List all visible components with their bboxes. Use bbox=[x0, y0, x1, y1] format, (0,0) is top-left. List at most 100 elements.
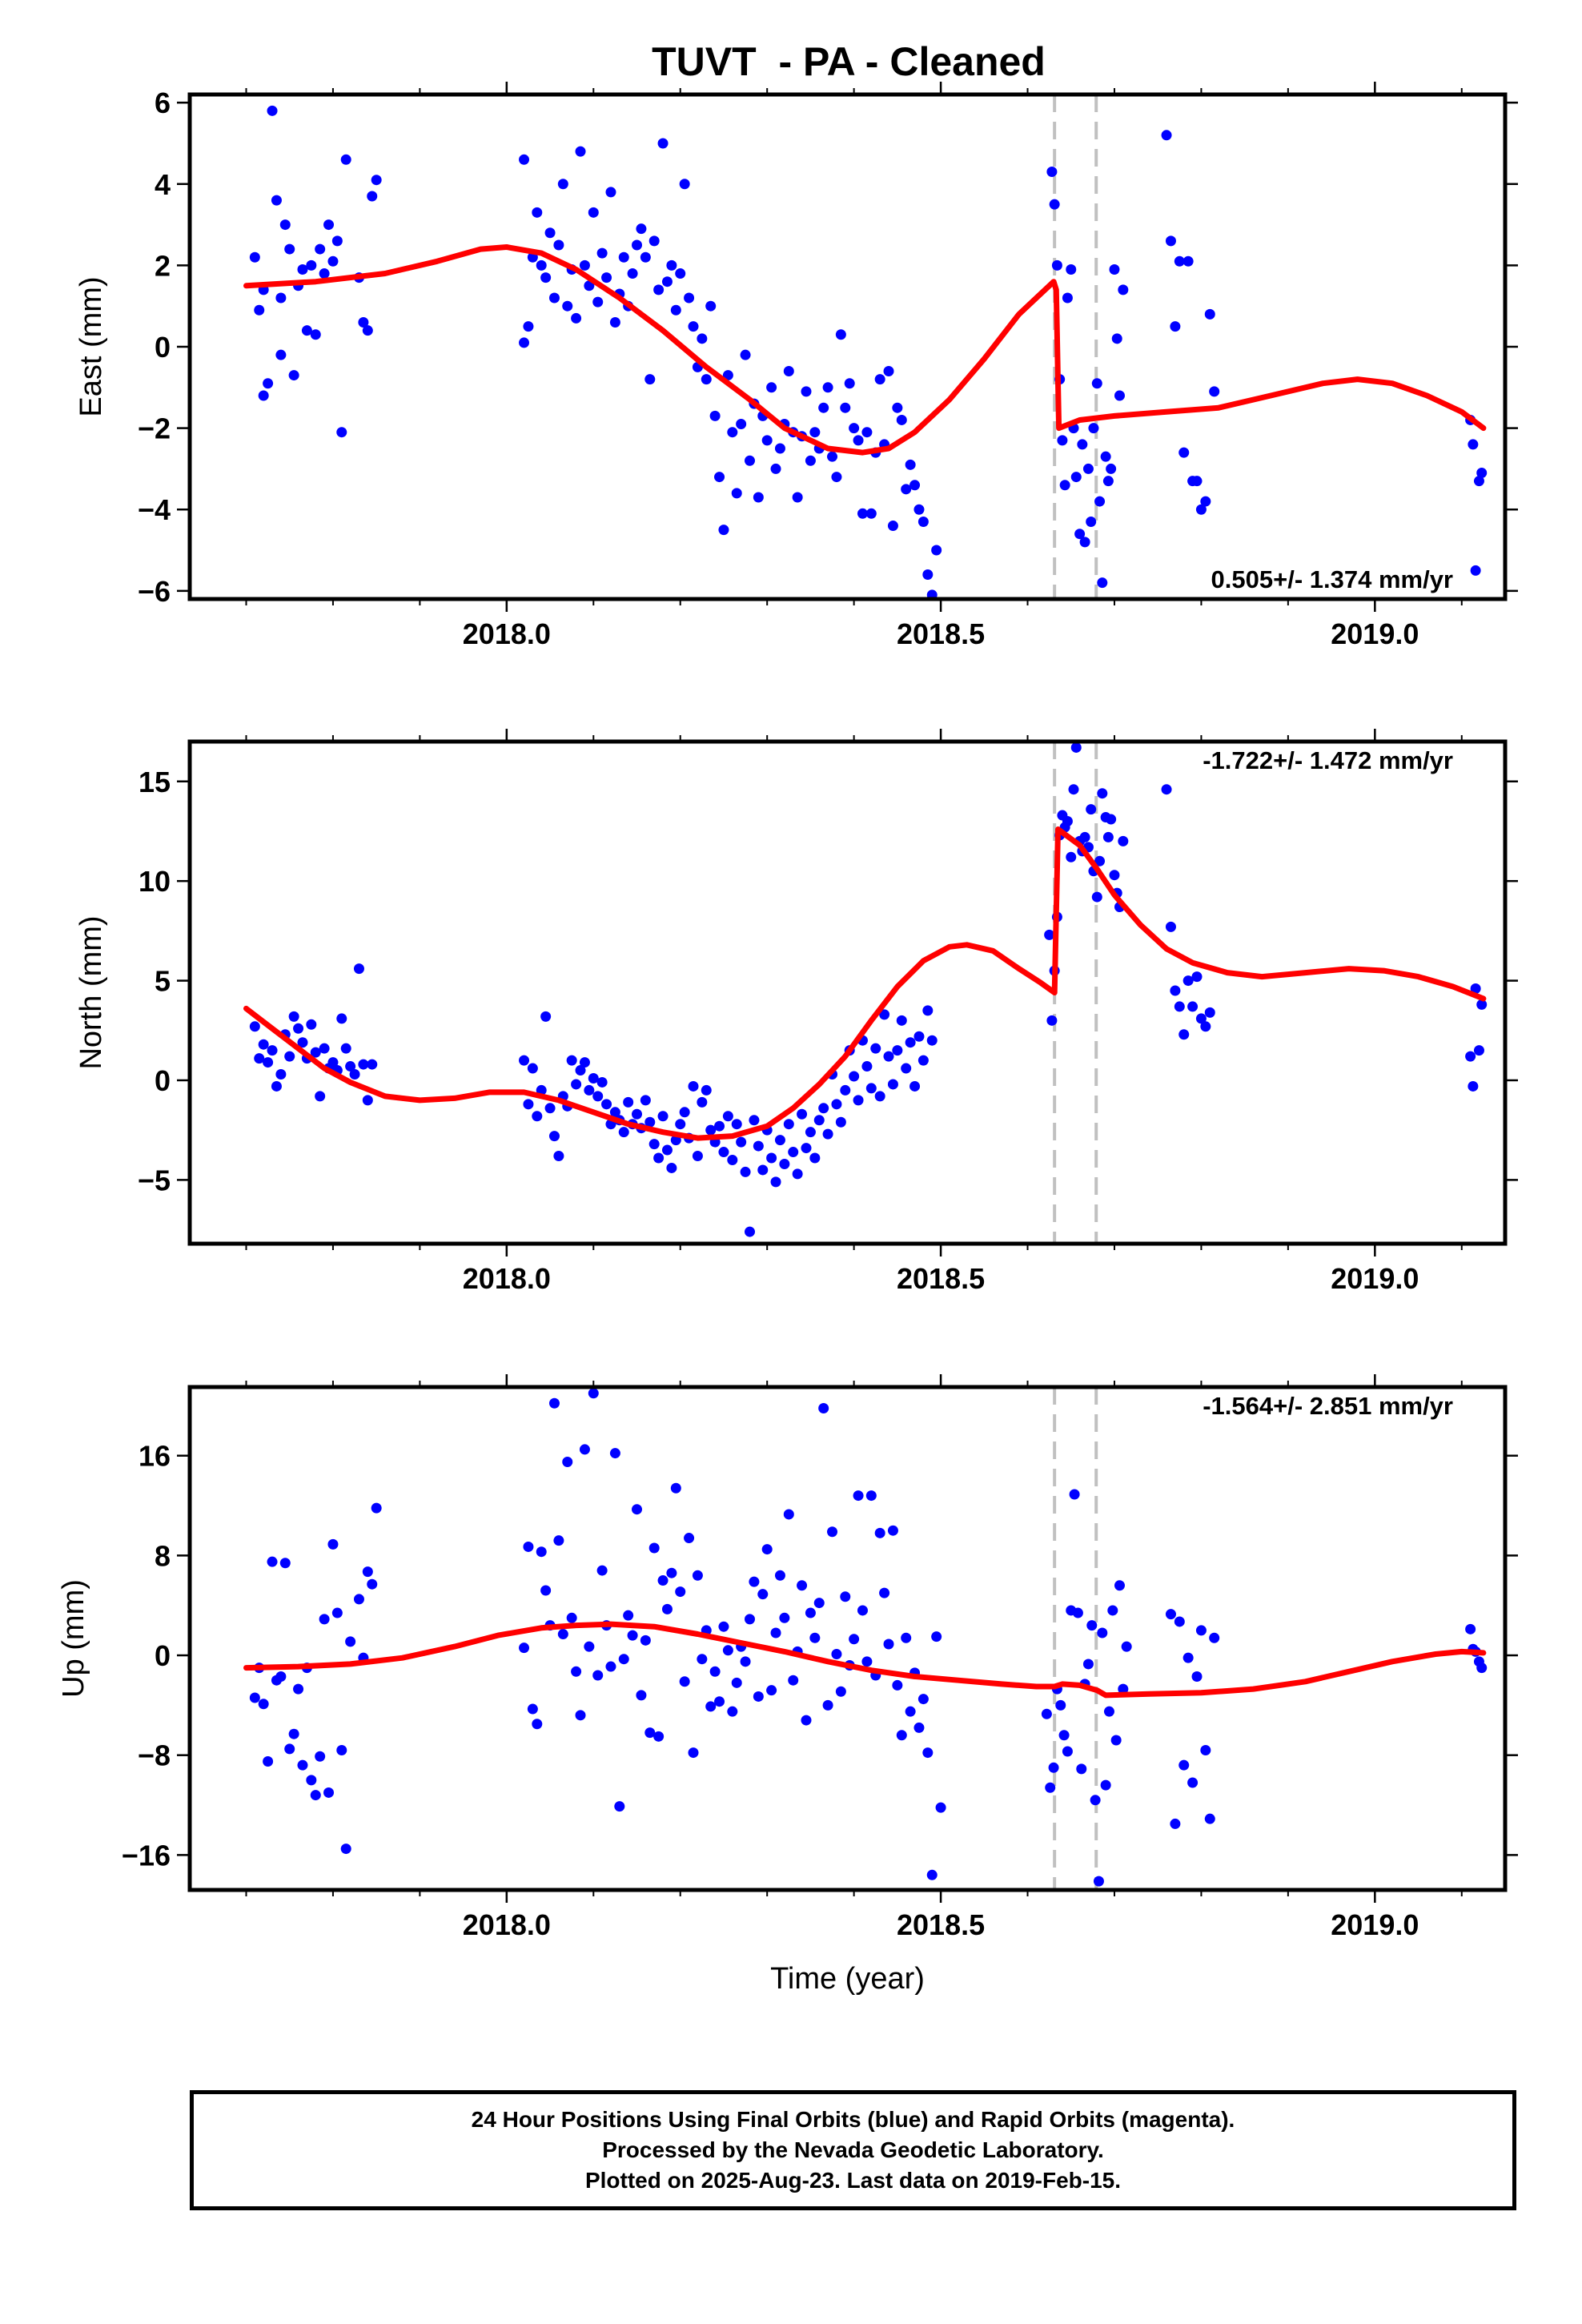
east-data-point bbox=[1204, 308, 1215, 320]
up-data-point bbox=[670, 1482, 681, 1494]
up-data-point bbox=[727, 1706, 738, 1717]
up-data-point bbox=[371, 1502, 382, 1514]
east-data-point bbox=[1088, 423, 1099, 434]
north-data-point bbox=[327, 1057, 339, 1068]
north-data-point bbox=[275, 1069, 287, 1080]
up-data-point bbox=[874, 1527, 885, 1538]
up-data-point bbox=[1103, 1706, 1114, 1717]
up-data-point bbox=[323, 1787, 335, 1798]
north-data-point bbox=[813, 1115, 825, 1126]
up-data-point bbox=[731, 1677, 742, 1688]
east-data-point bbox=[1118, 284, 1129, 296]
east-data-point bbox=[1114, 390, 1125, 401]
north-data-point bbox=[653, 1152, 665, 1164]
up-data-point bbox=[835, 1686, 846, 1697]
east-data-point bbox=[874, 374, 885, 385]
up-data-point bbox=[849, 1634, 860, 1645]
north-y-axis-label: North (mm) bbox=[74, 915, 108, 1069]
north-data-point bbox=[861, 1061, 873, 1072]
east-data-point bbox=[1077, 439, 1088, 450]
up-data-point bbox=[596, 1565, 608, 1576]
east-data-point bbox=[1182, 255, 1194, 267]
east-data-point bbox=[744, 455, 755, 466]
north-data-point bbox=[288, 1011, 299, 1022]
up-data-point bbox=[571, 1666, 582, 1677]
north-data-point bbox=[718, 1147, 729, 1158]
footer-info-box: 24 Hour Positions Using Final Orbits (bl… bbox=[190, 2090, 1516, 2210]
east-data-point bbox=[648, 235, 660, 247]
up-data-point bbox=[258, 1699, 269, 1710]
north-data-point bbox=[592, 1091, 604, 1102]
east-data-point bbox=[644, 374, 656, 385]
north-data-point bbox=[822, 1128, 833, 1140]
up-data-point bbox=[714, 1696, 725, 1707]
east-data-point bbox=[1111, 333, 1122, 344]
footer-line-1: 24 Hour Positions Using Final Orbits (bl… bbox=[471, 2107, 1235, 2132]
north-data-point bbox=[926, 1035, 938, 1046]
north-y-tick-label: 0 bbox=[155, 1064, 171, 1097]
east-data-point bbox=[697, 333, 708, 344]
up-data-point bbox=[1195, 1625, 1207, 1636]
up-data-point bbox=[865, 1490, 877, 1502]
east-data-point bbox=[618, 251, 629, 263]
north-data-point bbox=[340, 1043, 351, 1054]
up-data-point bbox=[740, 1656, 751, 1667]
east-data-point bbox=[657, 138, 669, 149]
east-data-point bbox=[1191, 476, 1203, 487]
north-data-point bbox=[849, 1071, 860, 1082]
up-data-point bbox=[1476, 1663, 1488, 1674]
up-data-point bbox=[1086, 1620, 1098, 1631]
north-data-point bbox=[1465, 1051, 1476, 1062]
up-data-point bbox=[857, 1605, 868, 1616]
north-data-point bbox=[267, 1045, 278, 1056]
up-data-point bbox=[1174, 1616, 1185, 1627]
up-model-curve bbox=[243, 1621, 1487, 1699]
east-data-point bbox=[288, 370, 299, 381]
east-data-point bbox=[362, 325, 373, 336]
east-data-point bbox=[1170, 321, 1181, 332]
up-data-point bbox=[797, 1580, 808, 1591]
up-data-point bbox=[623, 1610, 634, 1621]
east-x-tick-label: 2018.5 bbox=[897, 617, 985, 650]
up-data-point bbox=[1118, 1683, 1129, 1695]
up-data-point bbox=[327, 1538, 339, 1550]
up-data-point bbox=[679, 1676, 690, 1687]
up-data-point bbox=[1191, 1671, 1203, 1683]
north-data-point bbox=[705, 1124, 717, 1136]
up-data-point bbox=[1045, 1782, 1056, 1793]
north-data-point bbox=[1200, 1021, 1211, 1032]
up-data-point bbox=[840, 1591, 851, 1602]
east-data-point bbox=[675, 268, 686, 279]
up-data-point bbox=[1178, 1759, 1190, 1771]
up-y-axis-label: Up (mm) bbox=[57, 1579, 90, 1698]
up-data-point bbox=[692, 1570, 703, 1581]
up-data-point bbox=[536, 1546, 547, 1558]
east-data-point bbox=[1094, 496, 1106, 507]
east-data-point bbox=[809, 427, 821, 438]
north-data-point bbox=[783, 1119, 794, 1130]
up-data-point bbox=[1097, 1627, 1108, 1638]
east-x-tick-label: 2019.0 bbox=[1331, 617, 1419, 650]
east-data-point bbox=[1102, 476, 1114, 487]
east-data-point bbox=[592, 296, 604, 308]
up-data-point bbox=[1114, 1580, 1125, 1591]
up-data-point bbox=[917, 1694, 929, 1705]
north-data-point bbox=[336, 1013, 347, 1024]
up-data-point bbox=[579, 1444, 590, 1455]
up-data-point bbox=[697, 1654, 708, 1665]
north-data-point bbox=[310, 1047, 321, 1058]
east-data-point bbox=[653, 284, 665, 296]
north-data-point bbox=[1102, 831, 1114, 842]
east-data-point bbox=[917, 516, 929, 527]
up-data-point bbox=[310, 1790, 321, 1801]
east-data-point bbox=[249, 251, 260, 263]
east-data-point bbox=[1200, 496, 1211, 507]
up-data-point bbox=[592, 1670, 604, 1681]
east-data-point bbox=[670, 304, 681, 316]
up-data-point bbox=[749, 1576, 760, 1587]
up-x-tick-label: 2018.0 bbox=[463, 1908, 551, 1941]
up-data-point bbox=[632, 1504, 643, 1515]
north-data-point bbox=[596, 1076, 608, 1088]
north-data-point bbox=[831, 1099, 842, 1110]
east-model-curve bbox=[243, 244, 1487, 456]
